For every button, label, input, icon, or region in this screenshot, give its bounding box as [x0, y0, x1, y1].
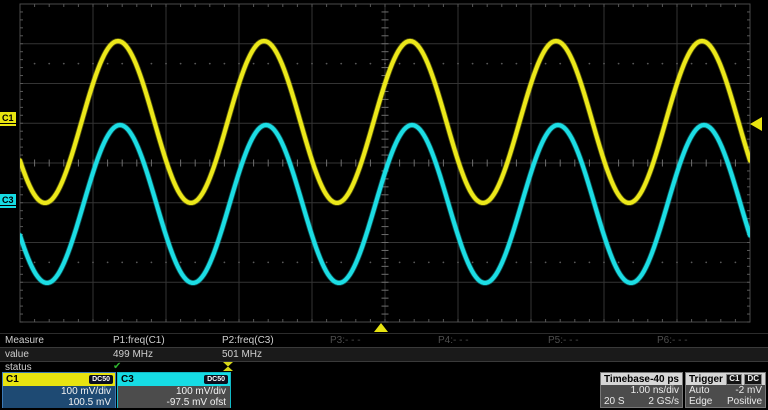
timebase-scale: 1.00 ns/div — [630, 385, 679, 396]
c1-offset: 100.5 mV — [68, 396, 111, 408]
trigger-source-chip: C1 — [726, 373, 743, 385]
trigger-slope: Positive — [726, 396, 762, 407]
measure-p2-label[interactable]: P2:freq(C3) — [222, 335, 274, 346]
trigger-level-marker[interactable] — [750, 117, 762, 131]
measure-p1-label[interactable]: P1:freq(C1) — [113, 335, 165, 346]
c1-scale: 100 mV/div — [60, 386, 111, 397]
value-row-label: value — [5, 349, 29, 360]
timebase-delay: -40 ps — [650, 373, 679, 385]
timebase-samples: 20 S — [604, 396, 625, 407]
measure-p1-value: 499 MHz — [113, 349, 154, 360]
waveform-traces — [20, 38, 750, 286]
measure-p5-label[interactable]: P5:- - - — [548, 335, 579, 346]
trigger-level: -2 mV — [735, 385, 762, 396]
timebase-box[interactable]: Timebase -40 ps 1.00 ns/div 20 S 2 GS/s — [600, 372, 683, 408]
trigger-box[interactable]: Trigger C1 DC Auto -2 mV Edge Positive — [685, 372, 766, 408]
c3-label: C3 — [121, 374, 134, 385]
svg-text:C1: C1 — [2, 113, 14, 123]
c3-trace — [20, 122, 750, 285]
measure-table-title: Measure — [5, 335, 44, 346]
measure-status-row: status ✔ — [0, 361, 768, 373]
c3-zero-marker[interactable]: C3 — [0, 194, 16, 208]
trigger-mode: Auto — [689, 385, 710, 396]
trigger-coupling-chip: DC — [744, 373, 762, 385]
trigger-title: Trigger — [689, 373, 723, 385]
measure-p2-value: 501 MHz — [222, 349, 263, 360]
trigger-position-marker[interactable] — [374, 323, 388, 332]
channel-c3-box[interactable]: C3 DC50 100 mV/div -97.5 mV ofst — [117, 372, 231, 408]
check-icon: ✔ — [113, 361, 122, 372]
c1-label: C1 — [6, 374, 19, 385]
measure-p3-label[interactable]: P3:- - - — [330, 335, 361, 346]
c3-coupling-badge: DC50 — [204, 375, 228, 384]
c1-zero-marker[interactable]: C1 — [0, 112, 16, 126]
c1-coupling-badge: DC50 — [89, 375, 113, 384]
channel-c1-box[interactable]: C1 DC50 100 mV/div 100.5 mV — [2, 372, 116, 408]
measure-value-row: value 499 MHz 501 MHz — [0, 347, 768, 362]
trigger-type: Edge — [689, 396, 713, 407]
timebase-title: Timebase — [604, 373, 650, 385]
c1-trace — [20, 38, 750, 205]
measure-p4-label[interactable]: P4:- - - — [438, 335, 469, 346]
c3-scale: 100 mV/div — [175, 386, 226, 397]
measure-p6-label[interactable]: P6:- - - — [657, 335, 688, 346]
status-row-label: status — [5, 362, 32, 373]
measure-header-row: Measure P1:freq(C1) P2:freq(C3) P3:- - -… — [0, 333, 768, 348]
svg-text:C3: C3 — [2, 195, 14, 205]
waveform-grid: C1 C3 — [0, 3, 762, 332]
hourglass-icon — [223, 362, 233, 371]
c3-offset: -97.5 mV ofst — [166, 396, 226, 408]
timebase-rate: 2 GS/s — [648, 396, 679, 407]
